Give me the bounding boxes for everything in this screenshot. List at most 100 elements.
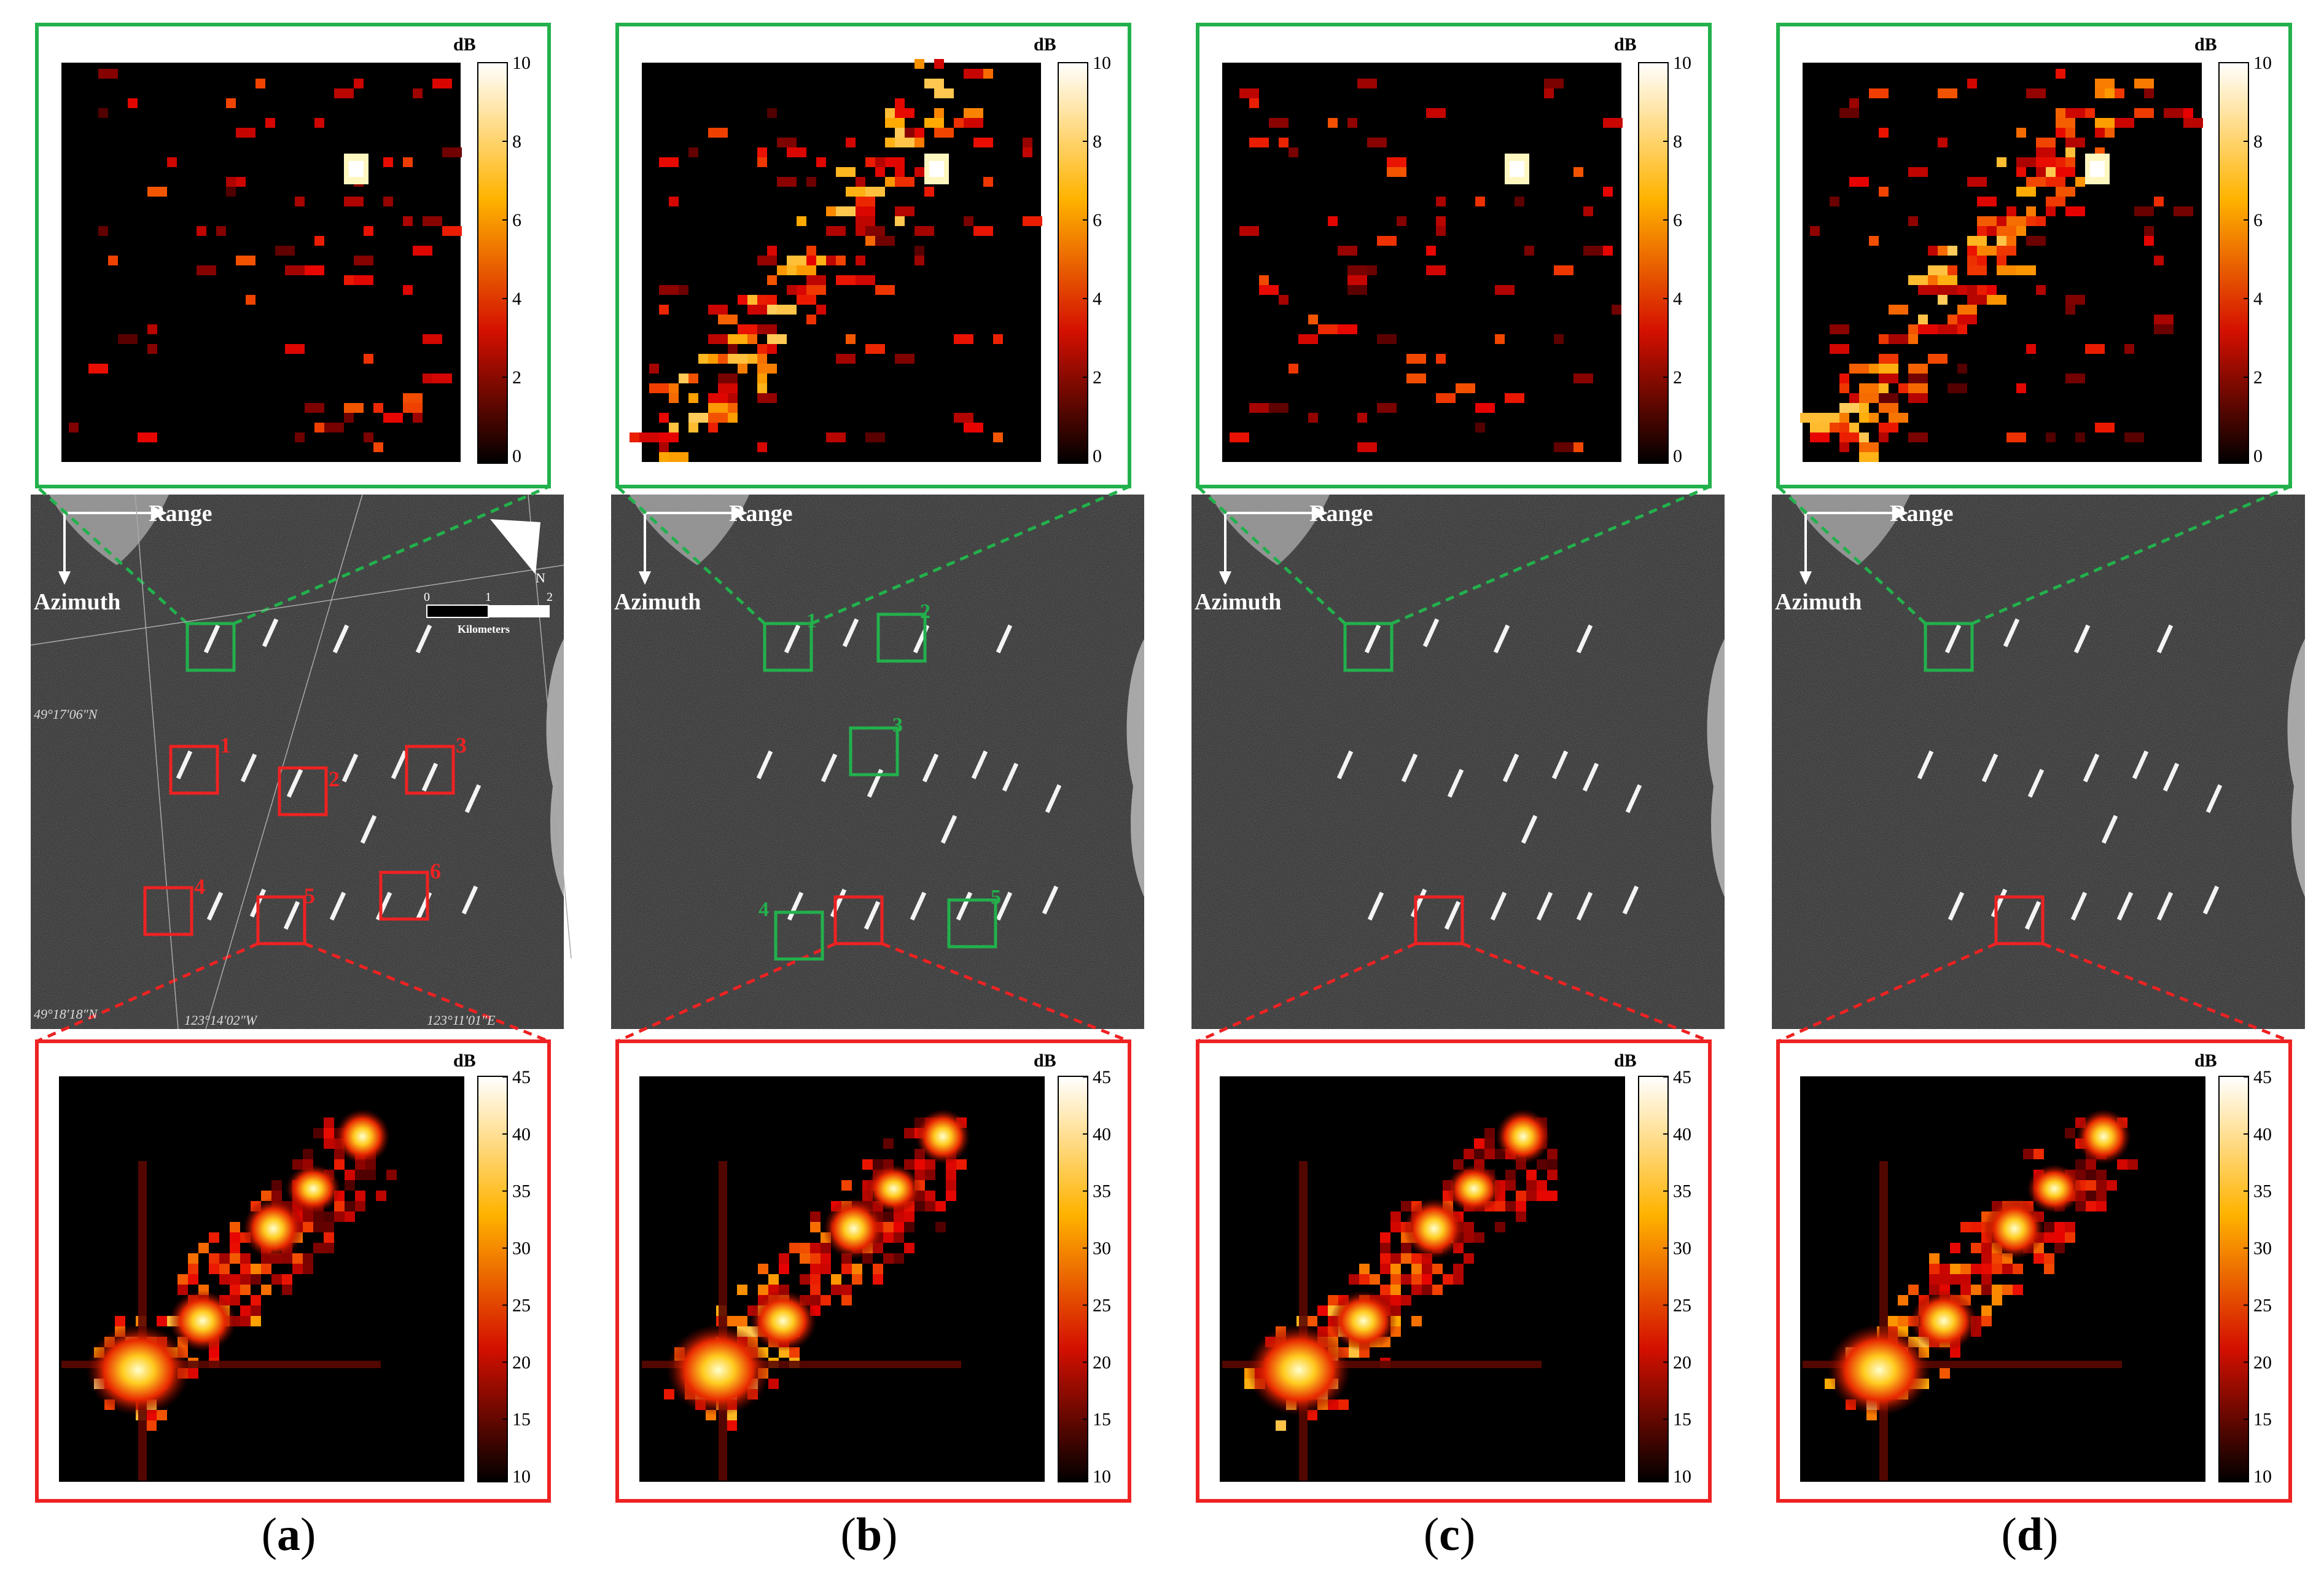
heat-cell xyxy=(856,177,865,187)
green-target-box xyxy=(876,612,927,663)
heat-cell xyxy=(708,423,718,432)
heat-cell xyxy=(1474,1149,1484,1159)
bottom-tick-label: 40 xyxy=(1093,1124,1111,1145)
heat-cell xyxy=(1289,147,1298,157)
heat-cell xyxy=(757,393,777,403)
ship-signature xyxy=(2162,762,2180,792)
heat-cell xyxy=(934,128,954,138)
red-box-number: 5 xyxy=(304,883,315,908)
heat-cell xyxy=(841,1180,852,1191)
heat-cell xyxy=(216,226,226,236)
heat-cell xyxy=(1859,393,1879,403)
heat-cell xyxy=(2054,1222,2065,1232)
heat-cell xyxy=(688,413,708,423)
ship-signature xyxy=(203,624,220,654)
ship-signature xyxy=(821,753,838,783)
heat-cell xyxy=(1475,403,1495,413)
heat-cell xyxy=(914,256,924,265)
heat-cell xyxy=(236,128,255,138)
heat-cell xyxy=(2016,167,2026,177)
green-target-box xyxy=(849,726,899,777)
heat-cell xyxy=(324,1128,334,1138)
heat-cell xyxy=(2056,157,2065,167)
heat-cell xyxy=(1411,1264,1422,1274)
heat-cell xyxy=(1547,1191,1558,1201)
heat-cell xyxy=(728,403,738,413)
heat-cell xyxy=(2065,295,2085,305)
heat-cell xyxy=(230,1253,240,1264)
heat-cell xyxy=(383,157,393,167)
heat-cell xyxy=(209,1253,219,1264)
heat-cell xyxy=(1981,1316,1992,1326)
heat-cell xyxy=(2115,118,2134,128)
heat-cell xyxy=(146,1420,157,1431)
bottom-heatmap xyxy=(59,1076,464,1482)
heat-cell xyxy=(219,1274,230,1285)
heat-cell xyxy=(1239,88,1259,98)
heat-cell xyxy=(157,1410,167,1420)
heat-cell xyxy=(894,1211,904,1222)
heat-cell xyxy=(251,1274,261,1285)
heat-cell xyxy=(816,256,826,265)
latitude-label: 49°17′06″N xyxy=(34,706,98,722)
heat-cell xyxy=(1436,354,1446,364)
heat-cell xyxy=(2046,177,2065,187)
heat-cell xyxy=(1453,1274,1464,1285)
heat-cell xyxy=(934,108,944,118)
ship-signature xyxy=(1917,750,1934,780)
top-zoom-frame xyxy=(615,23,1131,488)
heat-cell xyxy=(767,275,777,285)
heat-cell xyxy=(1524,246,1534,256)
hot-spot xyxy=(335,1109,390,1164)
heat-cell xyxy=(1898,1295,1908,1305)
heat-cell xyxy=(1259,275,1269,285)
heat-cell xyxy=(757,256,777,265)
heat-cell xyxy=(1411,1285,1422,1295)
top-colorbar-unit: dB xyxy=(453,34,476,55)
heat-cell xyxy=(324,423,344,432)
heat-cell xyxy=(934,59,944,69)
heat-cell xyxy=(826,432,846,442)
ship-signature xyxy=(2116,891,2134,921)
heat-cell xyxy=(1879,128,1889,138)
heat-cell xyxy=(1879,393,1898,403)
bright-target-core xyxy=(349,161,364,177)
bottom-tick-label: 15 xyxy=(1093,1409,1111,1430)
heat-cell xyxy=(767,295,777,305)
heat-cell xyxy=(2065,305,2075,315)
heat-cell xyxy=(787,256,806,265)
heat-cell xyxy=(1929,1274,1940,1285)
heat-cell xyxy=(2013,1285,2023,1295)
zoom-link-left xyxy=(36,942,259,1043)
top-tick-label: 2 xyxy=(2253,367,2263,388)
heat-cell xyxy=(768,1379,779,1389)
heat-cell xyxy=(324,1138,334,1149)
heat-cell xyxy=(2016,128,2026,138)
bottom-tick-label: 40 xyxy=(512,1124,531,1145)
heat-cell xyxy=(2046,197,2065,206)
heat-cell xyxy=(1505,1170,1516,1180)
heat-cell xyxy=(885,118,905,128)
heat-cell xyxy=(2105,88,2115,98)
heat-cell xyxy=(1318,324,1338,334)
heat-cell xyxy=(806,246,816,256)
range-label: Range xyxy=(1309,501,1373,526)
heat-cell xyxy=(688,423,698,432)
heat-cell xyxy=(1918,324,1938,334)
heat-cell xyxy=(324,1117,334,1128)
heat-cell xyxy=(147,344,157,354)
heat-cell xyxy=(728,393,738,403)
heat-cell xyxy=(810,1295,821,1305)
heat-cell xyxy=(1992,1253,2002,1264)
heat-cell xyxy=(373,403,383,413)
heat-cell xyxy=(2095,128,2105,138)
heat-cell xyxy=(1505,1180,1516,1191)
heat-cell xyxy=(128,98,138,108)
heat-cell xyxy=(313,1243,324,1253)
heat-cell xyxy=(846,187,865,197)
heat-cell xyxy=(177,1285,188,1295)
red-target-box xyxy=(169,745,219,795)
ship-signature xyxy=(2073,624,2091,654)
ship-signature xyxy=(996,891,1013,921)
zoom-link-right xyxy=(811,485,1130,625)
